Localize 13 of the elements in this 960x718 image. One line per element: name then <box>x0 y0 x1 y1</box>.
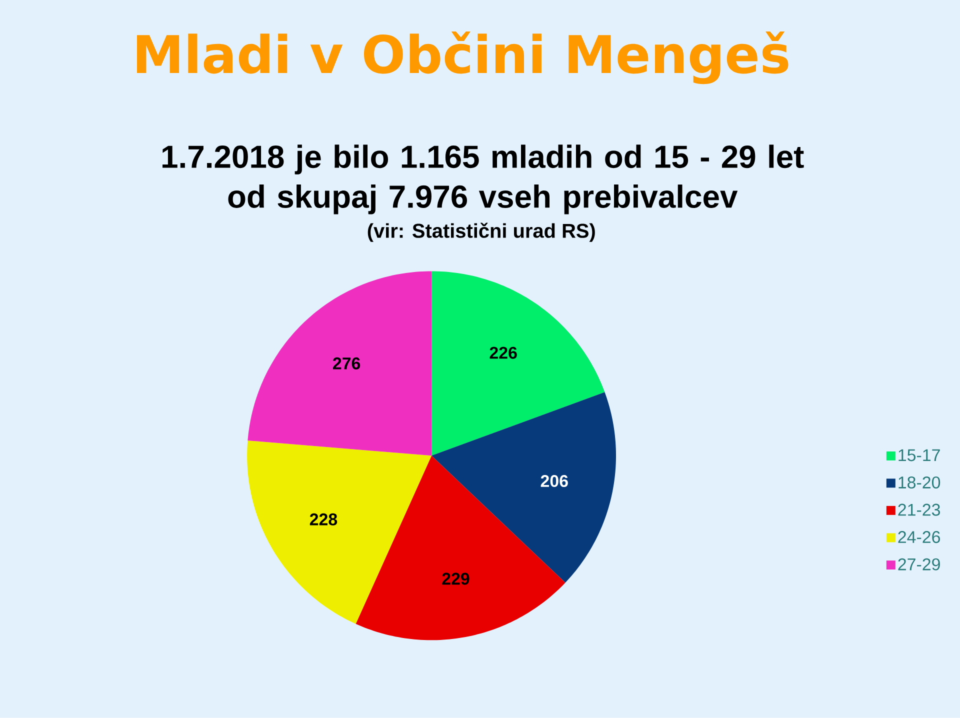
legend-label: 15-17 <box>898 449 940 462</box>
data-label: 226 <box>490 346 517 359</box>
data-label: 229 <box>442 572 470 585</box>
data-label: 206 <box>540 475 568 488</box>
legend-label: 27-29 <box>898 558 940 570</box>
data-label: 228 <box>310 513 338 526</box>
legend-label: 21-23 <box>898 504 940 516</box>
chart-subtitle: 1.7.2018 je bilo 1.165 mladih od 15 - 29 let od skupaj 7.976 vseh prebivalcev <box>162 144 804 214</box>
chart-title: Mladi v Občini Mengeš <box>137 32 788 84</box>
text: (vir: Statistični urad RS) <box>368 222 595 242</box>
legend-label: 24-26 <box>898 531 940 544</box>
legend-label: 18-20 <box>898 476 940 489</box>
data-label: 276 <box>333 357 360 370</box>
